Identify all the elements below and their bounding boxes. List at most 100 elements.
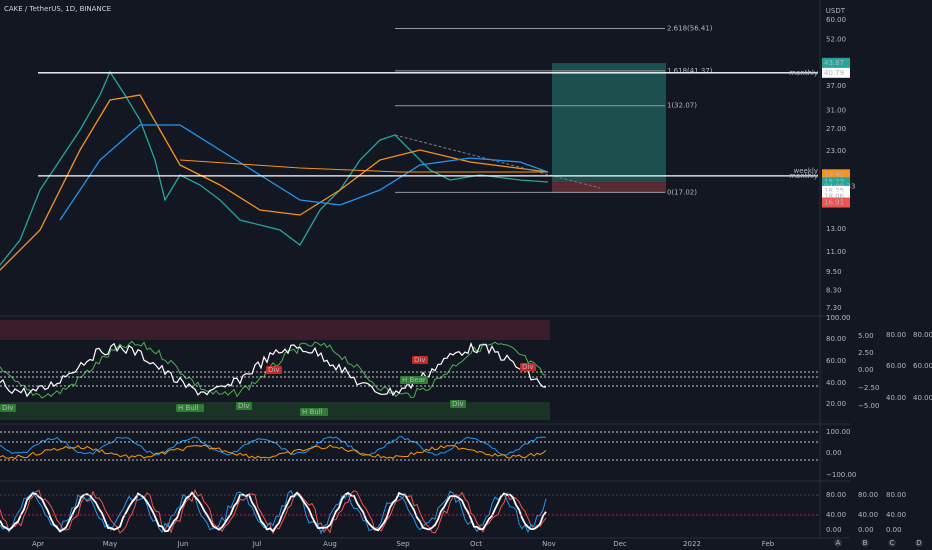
level-label: monthly	[789, 69, 818, 77]
signal-label: Div	[2, 404, 13, 412]
time-tick-label: Jun	[177, 540, 189, 548]
signal-badge	[0, 404, 16, 412]
indicator-tick-label: 80.00	[826, 335, 846, 343]
price-tick-label: 7.30	[826, 304, 842, 312]
pane2-line	[0, 436, 547, 456]
fib-label: 0(17.02)	[667, 188, 697, 196]
time-tick-label: Feb	[762, 540, 775, 548]
pane1-line	[0, 340, 547, 399]
price-tag	[822, 185, 850, 196]
indicator-tick-label: 60.00	[886, 362, 906, 370]
fib-label: 2.618(56.41)	[667, 24, 713, 32]
indicator-tick-label: 0.00	[858, 526, 874, 534]
price-tag	[822, 57, 850, 68]
overbought-band	[0, 320, 550, 340]
fib-label: 1(32.07)	[667, 102, 697, 110]
pane3-line	[0, 489, 547, 535]
pane1-line	[0, 341, 547, 398]
time-tick-label: Dec	[613, 540, 627, 548]
signal-badge	[450, 400, 466, 408]
price-tick-label: 27.00	[826, 125, 846, 133]
pane2-line	[0, 444, 547, 460]
price-tick-label: 37.00	[826, 82, 846, 90]
indicator-tick-label: 0.00	[826, 449, 842, 457]
indicator-tick-label: 80.00	[826, 491, 846, 499]
indicator-tick-label: 0.00	[826, 526, 842, 534]
indicator-tick-label: 60.00	[913, 362, 932, 370]
indicator-tick-label: 0.00	[886, 526, 902, 534]
corner-badge	[915, 539, 923, 547]
price-tag	[822, 197, 850, 208]
price-tag-label: 18.06	[824, 193, 845, 201]
indicator-tick-label: 20.00	[826, 400, 846, 408]
corner-badge	[888, 539, 896, 547]
signal-label: Div	[522, 363, 533, 371]
corner-badge	[861, 539, 869, 547]
time-tick-label: Jul	[252, 540, 262, 548]
price-tick-label: 8.30	[826, 287, 842, 295]
corner-badge-label: C	[890, 539, 895, 547]
time-tick-label: Oct	[470, 540, 482, 548]
indicator-tick-label: 80.00	[858, 491, 878, 499]
indicator-tick-label: 100.00	[826, 428, 851, 436]
price-tick-label: 60.00	[826, 16, 846, 24]
price-tag-label: 43.87	[824, 59, 844, 67]
signal-badge	[236, 402, 252, 410]
price-tick-label: 31.00	[826, 106, 846, 114]
fib-label: 1.618(41.37)	[667, 67, 713, 75]
price-tag-label: 18.25	[824, 187, 844, 195]
long-target-zone	[552, 63, 666, 182]
level-label: monthly	[789, 172, 818, 180]
oversold-band	[0, 402, 550, 420]
signal-label: H Bear	[402, 376, 426, 384]
indicator-tick-label: −2.50	[858, 384, 879, 392]
moving-average-long	[179, 159, 548, 173]
time-tick-label: Sep	[396, 540, 410, 548]
price-tag	[822, 169, 850, 180]
symbol-header: CAKE / TetherUS, 1D, BINANCE	[4, 5, 111, 13]
indicator-tick-label: 40.00	[826, 379, 846, 387]
corner-badge-label: D	[916, 539, 921, 547]
moving-average-slow	[59, 124, 549, 221]
trend-line	[394, 134, 601, 189]
time-tick-label: Apr	[32, 540, 44, 548]
currency-label: USDT	[826, 7, 846, 15]
signal-label: H Bull	[178, 404, 199, 412]
price-tick-label: 23.00	[826, 147, 846, 155]
corner-badge-label: A	[836, 539, 841, 547]
level-label: weekly	[794, 167, 818, 175]
indicator-tick-label: 80.00	[886, 491, 906, 499]
price-tag-label: 16.91	[824, 199, 844, 207]
price-tag-label: 19.42	[824, 170, 844, 178]
price-tick-label: 9.50	[826, 268, 842, 276]
signal-badge	[400, 376, 428, 384]
pane3-line	[0, 491, 547, 533]
indicator-tick-label: 60.00	[826, 357, 846, 365]
moving-average-fast	[0, 94, 549, 271]
signal-label: H Bull	[302, 408, 323, 416]
signal-badge	[412, 356, 428, 364]
signal-badge	[266, 366, 282, 374]
price-tag	[822, 67, 850, 78]
signal-badge	[176, 404, 204, 412]
signal-label: Div	[414, 356, 425, 364]
price-tag	[822, 191, 850, 202]
price-line	[0, 70, 549, 266]
signal-label: Div	[452, 400, 463, 408]
indicator-tick-label: 0.00	[858, 366, 874, 374]
price-tick-label: 11.00	[826, 248, 846, 256]
signal-badge	[300, 408, 328, 416]
time-tick-label: May	[103, 540, 117, 548]
signal-label: Div	[268, 366, 279, 374]
indicator-tick-label: 40.00	[886, 511, 906, 519]
signal-badge	[520, 363, 536, 371]
indicator-tick-label: 2.50	[858, 349, 874, 357]
indicator-tick-label: 40.00	[913, 394, 932, 402]
corner-badge-label: B	[863, 539, 868, 547]
price-tag-label: 40.79	[824, 69, 844, 77]
time-tick-label: Aug	[323, 540, 337, 548]
indicator-tick-label: 5.00	[858, 332, 874, 340]
indicator-tick-label: 100.00	[826, 314, 851, 322]
